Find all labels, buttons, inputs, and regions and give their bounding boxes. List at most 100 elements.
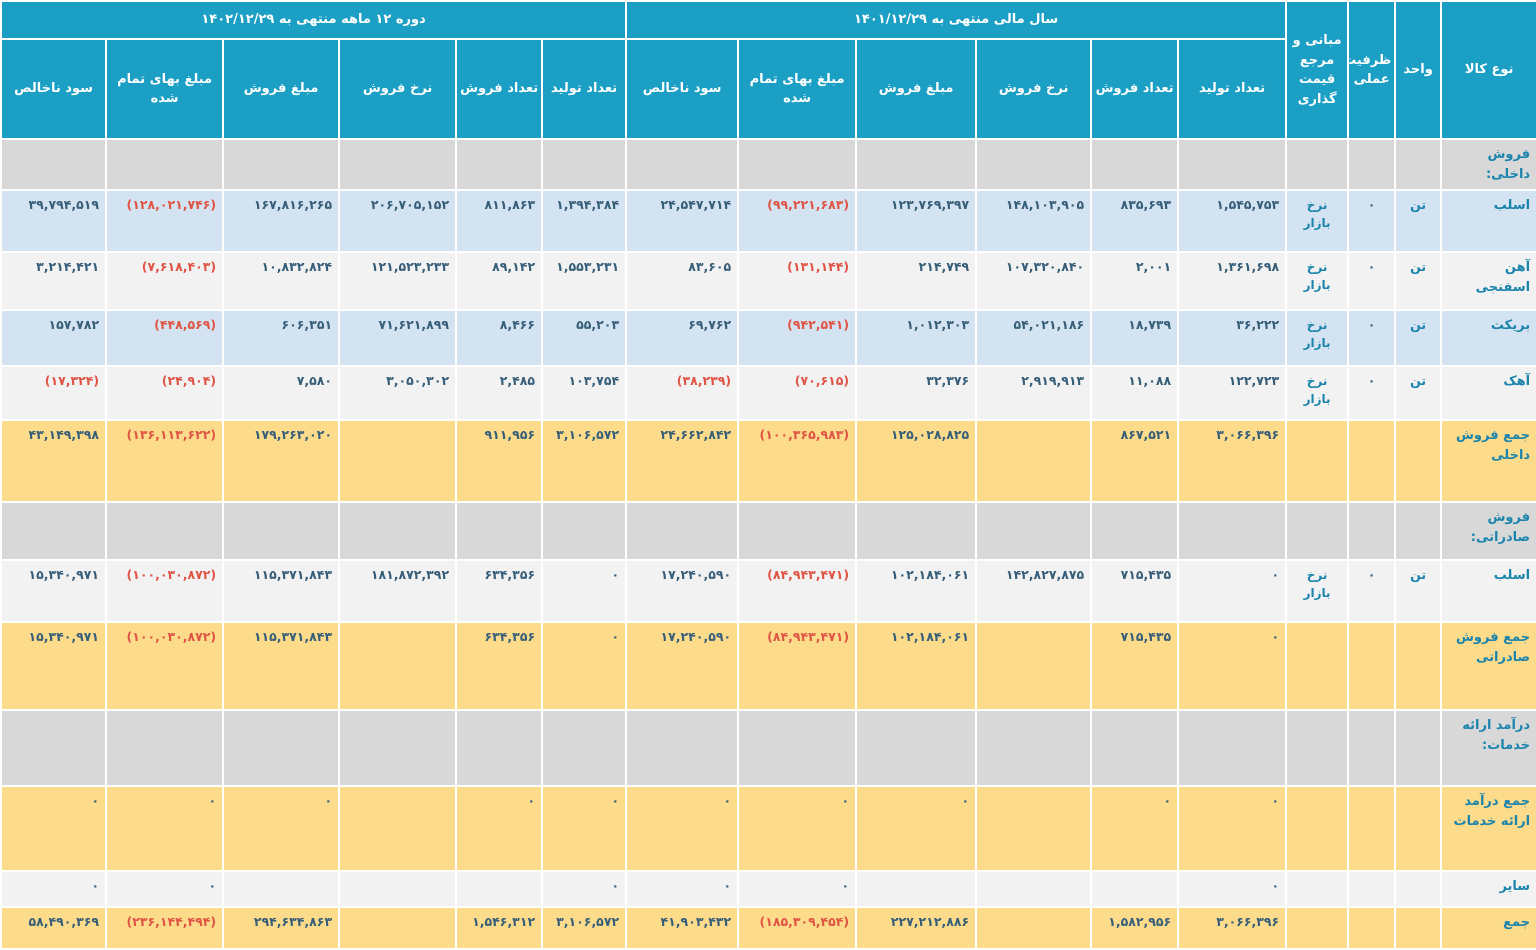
- capacity-cell: ۰: [1347, 309, 1397, 367]
- fy-cost-amount: (۷۰,۶۱۵): [737, 365, 858, 421]
- fy-sales-amount: ۲۱۴,۷۴۹: [855, 251, 978, 311]
- p12-production-count: ۰: [541, 785, 628, 872]
- p12-sales-rate: [338, 785, 458, 872]
- empty-cell: [105, 501, 225, 561]
- p12-sales-amount: ۱۷۹,۲۶۳,۰۲۰: [222, 419, 341, 503]
- empty-cell: [1177, 501, 1288, 561]
- fy-production-count: ۰: [1177, 621, 1288, 711]
- row-label: اسلب: [1440, 189, 1536, 253]
- empty-cell: [1394, 709, 1443, 787]
- empty-cell: [975, 501, 1093, 561]
- p12-sales-count: ۱,۵۴۶,۳۱۲: [455, 906, 544, 950]
- capacity-cell: [1347, 621, 1397, 711]
- fy-sales-count: ۲,۰۰۱: [1090, 251, 1180, 311]
- unit-cell: [1394, 785, 1443, 872]
- unit-cell: تن: [1394, 559, 1443, 623]
- fy-sales-count: ۸۳۵,۶۹۳: [1090, 189, 1180, 253]
- fy-cost-amount: ۰: [737, 785, 858, 872]
- fy-sales-count: ۷۱۵,۴۳۵: [1090, 621, 1180, 711]
- empty-cell: [1285, 501, 1350, 561]
- p12-sales-count: ۸۱۱,۸۶۳: [455, 189, 544, 253]
- data-row: آهن اسفنجی تن ۰ نرخ بازار ۱,۳۶۱,۶۹۸ ۲,۰۰۱ ۱۰۷,…: [0, 251, 1536, 311]
- empty-cell: [1347, 138, 1397, 191]
- capacity-cell: [1347, 785, 1397, 872]
- p12-sales-count: ۸,۴۶۶: [455, 309, 544, 367]
- fy-sales-amount: ۱۲۳,۷۶۹,۳۹۷: [855, 189, 978, 253]
- empty-cell: [455, 501, 544, 561]
- data-row: سایر ۰ ۰ ۰ ۰ ۰ ۰: [0, 870, 1536, 908]
- fy-sales-rate: ۵۴,۰۲۱,۱۸۶: [975, 309, 1093, 367]
- fy-cost-amount: (۹۹,۲۲۱,۶۸۳): [737, 189, 858, 253]
- fy-production-count: ۳,۰۶۶,۳۹۶: [1177, 419, 1288, 503]
- p12-gross-profit: ۰: [0, 785, 108, 872]
- p12-cost-amount: (۱۳۶,۱۱۳,۶۲۲): [105, 419, 225, 503]
- fy-sales-amount: ۳۲,۳۷۶: [855, 365, 978, 421]
- p12-sales-rate: ۲۰۶,۷۰۵,۱۵۲: [338, 189, 458, 253]
- p12-cost-amount: ۰: [105, 785, 225, 872]
- fy-sales-count: ۷۱۵,۴۳۵: [1090, 559, 1180, 623]
- fy-cost-amount: (۹۴۲,۵۴۱): [737, 309, 858, 367]
- row-label: آهن اسفنجی: [1440, 251, 1536, 311]
- empty-cell: [625, 709, 740, 787]
- p12-production-count: ۵۵,۲۰۳: [541, 309, 628, 367]
- capacity-cell: ۰: [1347, 251, 1397, 311]
- empty-cell: [0, 138, 108, 191]
- empty-cell: [625, 501, 740, 561]
- total-row: جمع ۳,۰۶۶,۳۹۶ ۱,۵۸۲,۹۵۶ ۲۲۷,۲۱۲,۸۸۶ (۱۸۵,۳۰۹…: [0, 906, 1536, 950]
- header-fy-cost-amount: مبلغ بهای تمام شده: [737, 38, 858, 140]
- row-label: جمع درآمد ارائه خدمات: [1440, 785, 1536, 872]
- total-row: جمع فروش صادراتی ۰ ۷۱۵,۴۳۵ ۱۰۲,۱۸۴,۰۶۱ (۸۴,۹…: [0, 621, 1536, 711]
- row-label: فروش داخلی:: [1440, 138, 1536, 191]
- fy-sales-count: [1090, 870, 1180, 908]
- fy-gross-profit: (۳۸,۲۳۹): [625, 365, 740, 421]
- p12-production-count: ۱,۵۵۳,۲۳۱: [541, 251, 628, 311]
- empty-cell: [222, 501, 341, 561]
- header-unit: واحد: [1394, 0, 1443, 140]
- p12-production-count: ۰: [541, 559, 628, 623]
- p12-production-count: ۳,۱۰۶,۵۷۲: [541, 419, 628, 503]
- empty-cell: [855, 501, 978, 561]
- p12-cost-amount: (۱۲۸,۰۲۱,۷۴۶): [105, 189, 225, 253]
- fy-sales-amount: ۲۲۷,۲۱۲,۸۸۶: [855, 906, 978, 950]
- fy-gross-profit: ۱۷,۲۴۰,۵۹۰: [625, 621, 740, 711]
- section-row: فروش داخلی:: [0, 138, 1536, 191]
- row-label: سایر: [1440, 870, 1536, 908]
- p12-sales-amount: [222, 870, 341, 908]
- p12-sales-count: ۶۳۴,۳۵۶: [455, 621, 544, 711]
- fy-gross-profit: ۲۴,۵۴۷,۷۱۴: [625, 189, 740, 253]
- header-p12-sales-amount: مبلغ فروش: [222, 38, 341, 140]
- empty-cell: [0, 501, 108, 561]
- empty-cell: [338, 501, 458, 561]
- fy-production-count: ۰: [1177, 559, 1288, 623]
- pricing-basis-cell: [1285, 621, 1350, 711]
- p12-sales-count: [455, 870, 544, 908]
- p12-sales-amount: ۷,۵۸۰: [222, 365, 341, 421]
- empty-cell: [541, 709, 628, 787]
- fy-production-count: ۰: [1177, 785, 1288, 872]
- row-label: اسلب: [1440, 559, 1536, 623]
- fy-gross-profit: ۶۹,۷۶۲: [625, 309, 740, 367]
- p12-sales-amount: ۶۰۶,۳۵۱: [222, 309, 341, 367]
- empty-cell: [222, 709, 341, 787]
- fy-sales-rate: [975, 419, 1093, 503]
- header-fy-production-count: تعداد تولید: [1177, 38, 1288, 140]
- fy-sales-amount: ۱۲۵,۰۲۸,۸۲۵: [855, 419, 978, 503]
- p12-sales-rate: [338, 906, 458, 950]
- unit-cell: تن: [1394, 251, 1443, 311]
- data-row: بریکت تن ۰ نرخ بازار ۳۶,۲۲۲ ۱۸,۷۳۹ ۵۴,۰۲۱,۱۸۶ ۱…: [0, 309, 1536, 367]
- section-row: فروش صادراتی:: [0, 501, 1536, 561]
- fy-sales-amount: ۰: [855, 785, 978, 872]
- header-p12-cost-amount: مبلغ بهای تمام شده: [105, 38, 225, 140]
- pricing-basis-cell: نرخ بازار: [1285, 365, 1350, 421]
- unit-cell: [1394, 906, 1443, 950]
- empty-cell: [1090, 709, 1180, 787]
- fy-gross-profit: ۲۴,۶۶۲,۸۴۲: [625, 419, 740, 503]
- empty-cell: [1285, 138, 1350, 191]
- fy-sales-count: ۱,۵۸۲,۹۵۶: [1090, 906, 1180, 950]
- p12-cost-amount: (۱۰۰,۰۳۰,۸۷۲): [105, 621, 225, 711]
- p12-gross-profit: ۳,۲۱۴,۴۲۱: [0, 251, 108, 311]
- fy-sales-amount: ۱,۰۱۲,۳۰۳: [855, 309, 978, 367]
- empty-cell: [975, 138, 1093, 191]
- empty-cell: [222, 138, 341, 191]
- empty-cell: [1285, 709, 1350, 787]
